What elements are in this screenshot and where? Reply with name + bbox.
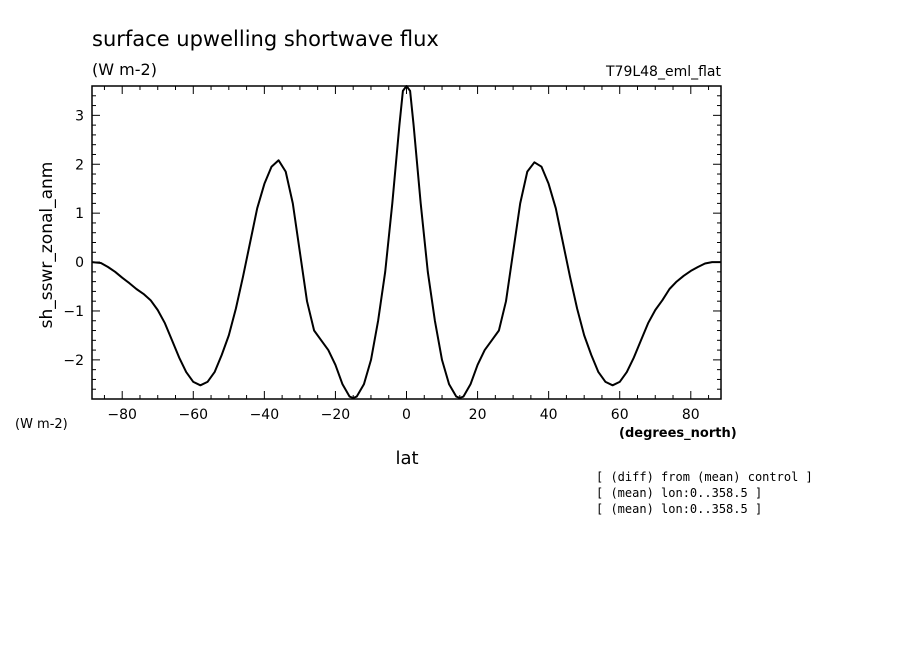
x-tick-label: 80 [682, 407, 700, 423]
note-line-1: [ (diff) from (mean) control ] [596, 470, 813, 484]
x-tick-label: −40 [250, 407, 280, 423]
x-tick-label: −80 [107, 407, 137, 423]
x-units: (degrees_north) [619, 426, 737, 441]
y-tick-label: 2 [75, 157, 84, 173]
run-label: T79L48_eml_flat [605, 64, 722, 80]
chart-title: surface upwelling shortwave flux [92, 27, 439, 51]
y-tick-label: 1 [75, 206, 84, 222]
y-tick-label: 3 [75, 108, 84, 124]
x-tick-label: 40 [540, 407, 558, 423]
x-tick-label: −20 [321, 407, 351, 423]
series-line [91, 85, 721, 399]
plot-frame [91, 85, 722, 400]
x-tick-label: 60 [611, 407, 629, 423]
y-axis-label: sh_sswr_zonal_anm [37, 162, 57, 329]
note-line-2: [ (mean) lon:0..358.5 ] [596, 486, 763, 500]
y-tick-label: −2 [63, 353, 84, 369]
x-tick-label: 0 [402, 407, 411, 423]
axis-ticks [92, 85, 721, 400]
chart-units: (W m-2) [92, 60, 157, 79]
y-tick-labels: −2 −1 0 1 2 3 [63, 108, 84, 369]
x-tick-label: 20 [469, 407, 487, 423]
x-tick-labels: −80 −60 −40 −20 0 20 40 60 80 [107, 407, 699, 423]
x-axis-label: lat [395, 448, 418, 469]
y-tick-label: −1 [63, 304, 84, 320]
y-units: (W m-2) [15, 417, 68, 432]
x-tick-label: −60 [179, 407, 209, 423]
y-tick-label: 0 [75, 255, 84, 271]
note-line-3: [ (mean) lon:0..358.5 ] [596, 502, 763, 516]
